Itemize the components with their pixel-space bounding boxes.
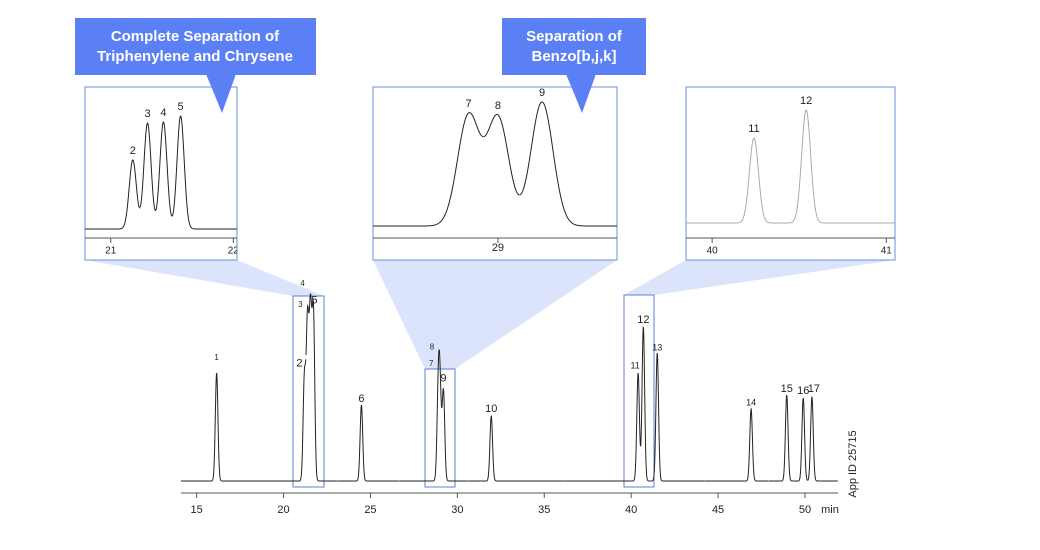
callout-pointer: [566, 74, 596, 113]
peak: [373, 112, 484, 227]
peak-label: 13: [652, 342, 662, 352]
peak-label: 5: [178, 101, 184, 113]
callout: Separation of Benzo[b,j,k]: [502, 18, 646, 113]
peak-label: 3: [144, 108, 150, 120]
callout-text: Benzo[b,j,k]: [532, 48, 617, 65]
peak-label: 2: [296, 357, 302, 369]
peak: [650, 353, 705, 482]
zoom-connector: [624, 260, 895, 295]
peak: [155, 121, 173, 217]
peak-label: 6: [358, 393, 364, 405]
peak-label: 15: [781, 383, 793, 395]
zoom-connector: [373, 260, 617, 369]
peak-label: 17: [808, 383, 820, 395]
x-axis-unit: min: [821, 504, 839, 516]
peak-label: 8: [495, 100, 501, 112]
peak-label: 9: [440, 373, 446, 385]
peak-label: 5: [311, 295, 317, 307]
peak: [399, 349, 440, 482]
zoom-connector: [85, 260, 324, 296]
peak: [438, 349, 443, 408]
peak-label: 16: [797, 385, 809, 397]
peak: [260, 359, 307, 482]
inset-frame: [372, 86, 618, 261]
callout: Complete Separation of Triphenylene and …: [75, 18, 316, 113]
callout-text: Complete Separation of: [111, 28, 280, 45]
callout-box: [502, 18, 646, 75]
x-tick-label: 22: [228, 246, 240, 257]
peak-label: 1: [214, 353, 219, 362]
peak: [519, 101, 617, 227]
x-tick-label: 45: [712, 504, 724, 516]
highlight-box: [623, 294, 655, 488]
peak: [305, 304, 310, 356]
x-tick-label: 30: [451, 504, 463, 516]
callout-box: [75, 18, 316, 75]
peak: [483, 113, 520, 196]
peak: [794, 397, 808, 482]
peak: [311, 298, 338, 482]
peak: [768, 394, 795, 482]
peak-label: 11: [748, 123, 759, 135]
peak-label: 12: [637, 314, 649, 326]
peak-label: 3: [298, 300, 303, 309]
peak: [171, 115, 237, 230]
x-tick-label: 40: [625, 504, 637, 516]
peak: [181, 372, 261, 482]
x-tick-label: 25: [364, 504, 376, 516]
peak-label: 7: [465, 98, 471, 110]
peak-label: 4: [300, 279, 305, 288]
peak: [441, 388, 468, 482]
peak: [686, 137, 780, 224]
x-tick-label: 20: [277, 504, 289, 516]
zoom-connectors: [85, 260, 895, 369]
peak-label: 10: [485, 403, 497, 415]
x-tick-label: 40: [707, 246, 719, 257]
peak-label: 11: [630, 360, 639, 370]
peak: [337, 404, 400, 482]
chromatogram: 29 7 8 9: [373, 87, 617, 254]
peak: [139, 122, 156, 211]
callout-pointer: [206, 74, 236, 113]
inset-frame: [84, 86, 238, 261]
app-id: App ID 25715: [847, 430, 859, 497]
callout-text: Separation of: [526, 28, 623, 45]
peak: [780, 109, 895, 224]
peak: [564, 372, 641, 482]
highlight-box: [424, 368, 456, 488]
highlight-box: [292, 295, 325, 488]
peak: [85, 159, 141, 230]
peak-label: 9: [539, 87, 545, 99]
inset-frame: [685, 86, 896, 261]
peak-label: 8: [430, 342, 435, 351]
peak: [640, 325, 651, 482]
chromatogram: 40 41 11 12: [686, 95, 895, 257]
x-tick-label: 41: [881, 246, 893, 257]
peak-label: 12: [800, 95, 812, 107]
x-tick-label: 29: [492, 242, 504, 254]
inset-frames: [84, 86, 896, 261]
peak: [467, 415, 565, 482]
callout-text: Triphenylene and Chrysene: [97, 48, 293, 65]
peak: [704, 407, 769, 482]
peak-label: 2: [130, 145, 136, 157]
peak-label: 14: [746, 397, 756, 407]
peak-label: 7: [429, 359, 434, 368]
x-tick-label: 15: [191, 504, 203, 516]
peak: [807, 395, 838, 482]
x-tick-label: 21: [105, 246, 117, 257]
peak: [308, 293, 313, 314]
x-tick-label: 35: [538, 504, 550, 516]
x-tick-label: 50: [799, 504, 811, 516]
peak-label: 4: [160, 107, 166, 119]
